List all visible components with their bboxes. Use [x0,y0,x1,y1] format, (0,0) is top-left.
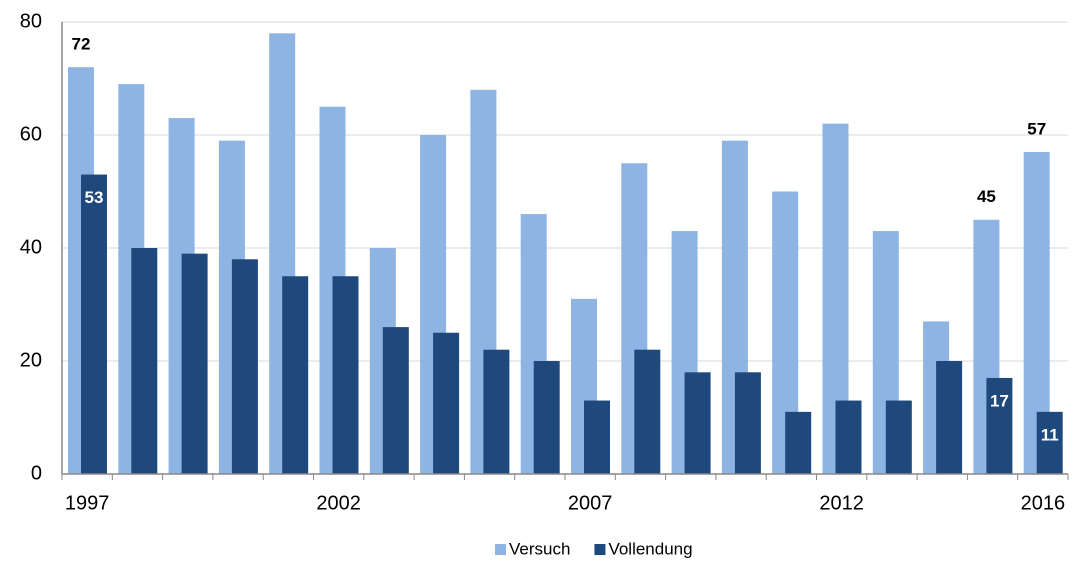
bar [1036,411,1063,474]
data-label: 11 [1041,425,1059,444]
bar [533,361,560,474]
bar [332,276,359,474]
bar [684,372,711,474]
legend-label: Versuch [509,539,570,558]
bar [835,400,862,474]
bar [734,372,761,474]
bar [936,361,963,474]
x-tick-label: 1997 [65,492,110,514]
data-label: 45 [977,187,996,206]
data-label: 53 [85,188,104,207]
x-tick-label: 2012 [819,492,864,514]
legend-swatch [594,544,606,555]
bar [433,332,460,474]
bar [584,400,610,474]
y-tick-label: 40 [20,236,42,258]
bar [282,276,309,474]
bar [181,253,208,474]
data-label: 17 [990,391,1009,410]
bar [81,174,107,475]
bar [986,377,1013,474]
legend-label: Vollendung [608,539,692,558]
bar [785,411,812,474]
bar [131,248,158,474]
y-tick-label: 20 [20,349,42,371]
bar [231,259,258,474]
bar [483,349,510,474]
bar [885,400,912,474]
data-label: 72 [72,35,91,54]
x-tick-label: 2016 [1021,492,1066,514]
y-tick-label: 80 [20,10,42,32]
y-tick-label: 60 [20,123,42,145]
bar [634,349,661,474]
x-tick-label: 2007 [568,492,613,514]
y-tick-label: 0 [31,462,42,484]
data-label: 57 [1027,119,1046,138]
legend-swatch [495,544,506,555]
x-tick-label: 2002 [316,492,361,514]
bar [382,327,409,474]
